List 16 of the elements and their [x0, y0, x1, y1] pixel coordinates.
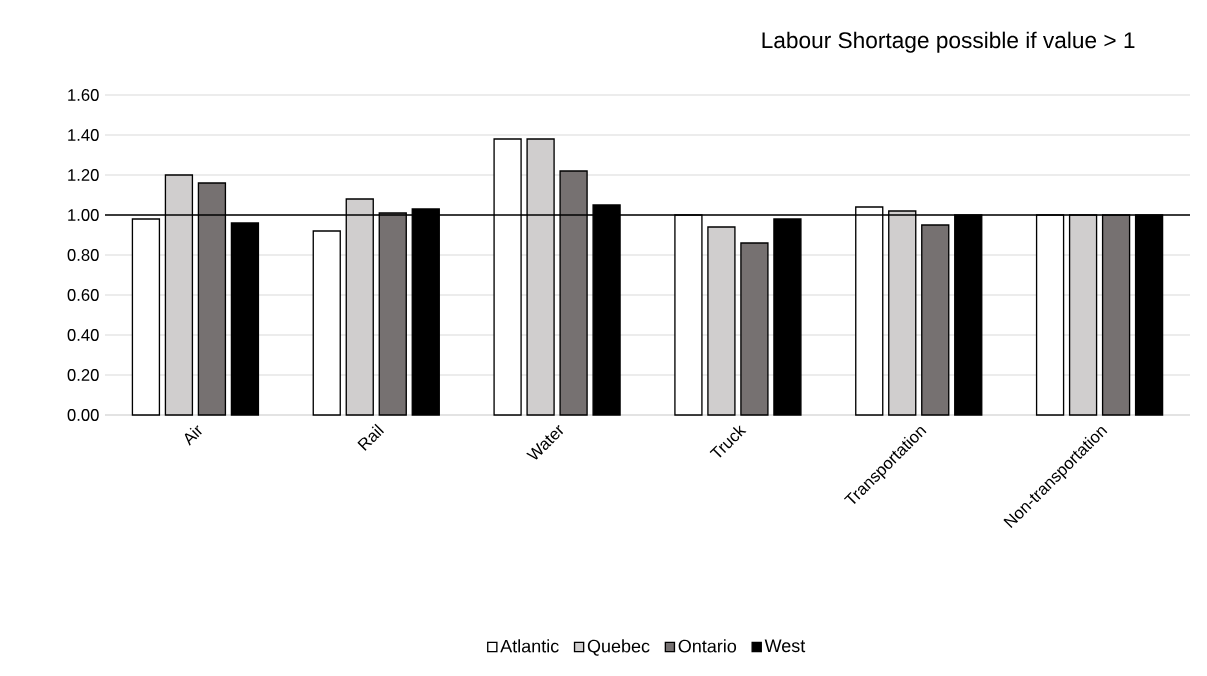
- x-tick-label: Air: [184, 425, 202, 446]
- legend-label: Atlantic: [500, 639, 559, 653]
- y-tick-label: 1.20: [68, 169, 99, 181]
- y-tick-label: 1.40: [68, 129, 99, 141]
- legend-label: Ontario: [678, 639, 737, 653]
- y-tick-label: 0.20: [67, 369, 99, 381]
- legend-label: Quebec: [587, 639, 650, 656]
- x-tick-label: Rail: [357, 423, 385, 451]
- y-tick-label: 0.80: [67, 249, 99, 261]
- y-tick-label: 1.60: [68, 89, 99, 101]
- y-tick-label: 0.00: [67, 409, 99, 421]
- legend-label: West: [764, 639, 806, 653]
- text: Labour Shortage possible if value > 1: [762, 31, 1135, 53]
- y-tick-label: 0.60: [67, 289, 99, 301]
- y-tick-label: 1.00: [68, 209, 99, 221]
- y-tick-label: 0.40: [67, 329, 99, 341]
